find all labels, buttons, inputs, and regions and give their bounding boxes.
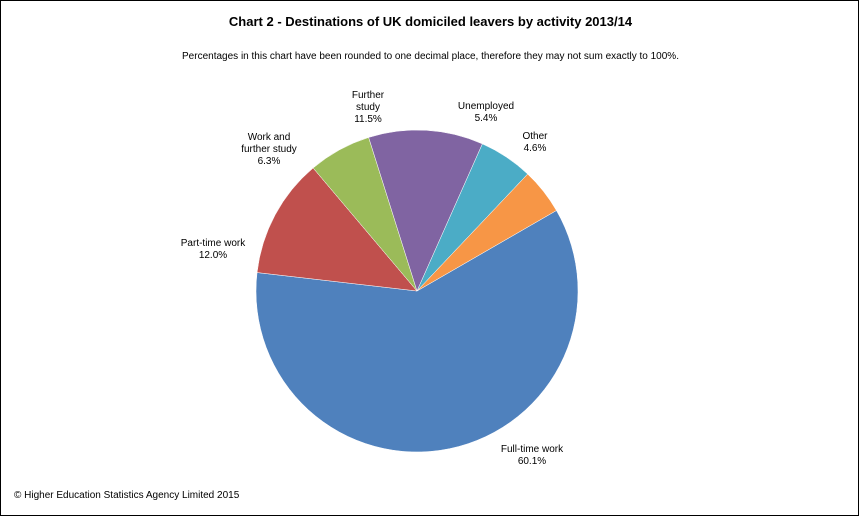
pie-slice-part-time-work <box>256 167 418 292</box>
slice-label-other: Other 4.6% <box>522 131 548 154</box>
pie-slice-full-time-work <box>255 210 579 453</box>
slice-label-unemployed: Unemployed 5.4% <box>458 101 514 124</box>
pie-slices <box>255 129 579 453</box>
copyright-footer: © Higher Education Statistics Agency Lim… <box>14 490 240 501</box>
slice-label-further-study: Further study 11.5% <box>352 90 385 125</box>
pie-slice-other <box>416 173 557 292</box>
pie-slice-further-study <box>368 129 483 292</box>
chart-title: Chart 2 - Destinations of UK domiciled l… <box>228 14 633 29</box>
slice-label-part-time-work: Part-time work 12.0% <box>181 238 246 261</box>
chart-subtitle: Percentages in this chart have been roun… <box>182 51 679 62</box>
slice-label-work-and-further-study: Work and further study 6.3% <box>241 132 297 167</box>
pie-labels: Full-time work 60.1% Part-time work 12.0% Wo… <box>181 90 564 467</box>
slice-label-full-time-work: Full-time work 60.1% <box>501 444 564 467</box>
